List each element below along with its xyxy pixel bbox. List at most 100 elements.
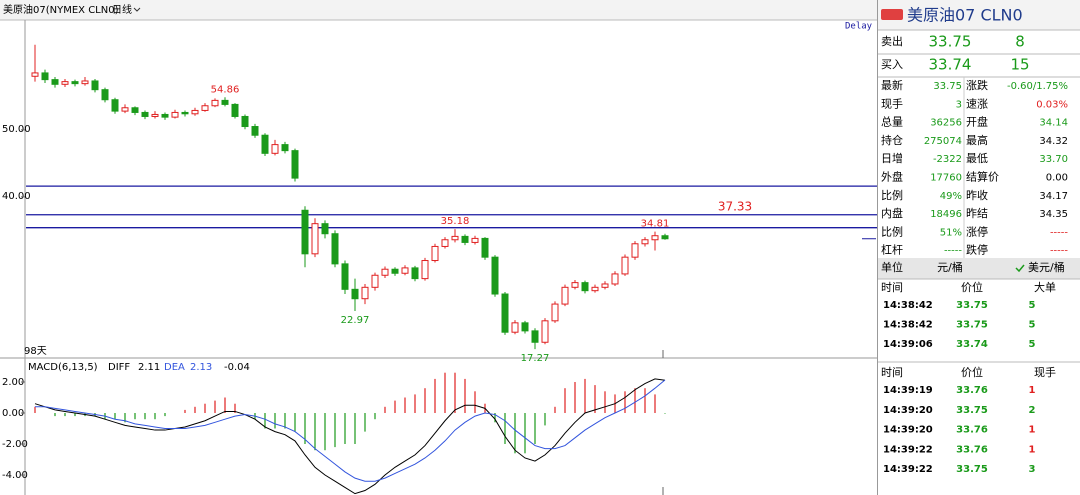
candle-body [511,322,519,333]
y-tick-label: -2.00 [2,439,28,450]
stat-label: 比例 [881,188,903,202]
stat-value: 0.00 [1046,173,1068,184]
bar-count: 98天 [24,346,47,357]
stat-label: 跌停 [966,243,988,257]
panel-title: 美原油07 CLN0 [907,6,1023,25]
trade-volume: 5 [1029,320,1036,331]
candle-body [591,286,599,292]
stat-label: 昨结 [966,207,988,220]
stat-label: 总量 [881,115,903,129]
candle-body [531,330,539,343]
panel-header [878,0,1080,30]
stat-label: 昨收 [966,188,988,202]
stat-value: 17760 [930,173,962,184]
candle-body [131,107,139,113]
unit-check [1015,264,1025,273]
candle-body [551,303,559,322]
candle-body [311,223,319,255]
candle-body [631,243,639,258]
extreme-label: 54.86 [211,84,240,95]
macd-line [35,379,666,482]
stat-label: 开盘 [966,115,988,129]
candle-body [491,256,499,295]
trade-volume: 1 [1029,444,1036,455]
candle-body [61,81,69,85]
stat-value: 34.17 [1039,191,1068,202]
candle-body [561,286,569,305]
candle-body [461,235,469,243]
candle-body [641,239,649,245]
candle-body [421,260,429,280]
candle-body [391,268,399,274]
legend-value: 2.13 [190,362,212,373]
candle-body [161,113,169,118]
trade-volume: 5 [1029,339,1036,350]
candle-body [31,72,39,77]
unit-option[interactable]: 美元/桶 [1028,260,1065,274]
trade-time: 14:39:19 [883,385,933,396]
table-header: 大单 [1034,280,1056,294]
table-header: 时间 [881,281,903,294]
candle-body [141,111,149,117]
table-header: 价位 [961,365,983,379]
stat-value: ----- [944,246,962,257]
stat-value: 34.35 [1039,209,1068,220]
candle-body [251,126,259,136]
trade-price: 33.75 [956,320,988,331]
quote-label: 卖出 [881,34,903,48]
stat-value: ----- [1050,246,1068,257]
stat-label: 涨跌 [966,78,988,92]
candle-body [221,99,229,105]
table-header: 价位 [961,280,983,294]
candle-body [351,288,359,300]
quote-label: 买入 [881,58,903,71]
trade-time: 14:38:42 [883,320,933,331]
period-chevron[interactable] [133,7,141,12]
candle-body [521,322,529,332]
indicator-title: MACD(6,13,5) [28,362,98,373]
extreme-label: 35.18 [441,216,470,227]
candle-body [581,282,589,292]
candle-body [121,107,129,112]
delay-label: Delay [845,22,873,32]
extreme-label: 17.27 [521,353,550,364]
candle-body [331,233,339,265]
candle-body [341,263,349,290]
trade-time: 14:39:06 [883,339,933,350]
stat-value: 51% [940,227,962,238]
period-selector[interactable]: 日线 [112,3,132,16]
trade-time: 14:39:20 [883,405,933,416]
trade-price: 33.76 [956,444,988,455]
y-tick-label: -4.00 [2,470,28,481]
stat-value: 3 [956,99,962,110]
candle-body [431,245,439,262]
candle-body [611,273,619,285]
line-label: 37.33 [718,199,752,213]
candle-body [371,274,379,288]
stat-value: 18496 [930,209,962,220]
legend-name: DEA [164,362,185,373]
unit-option[interactable]: 元/桶 [937,260,963,274]
candle-body [361,286,369,300]
candle-body [111,99,119,112]
stat-label: 速涨 [966,97,988,110]
quote-volume: 8 [1015,33,1025,51]
stat-value: ----- [1050,227,1068,238]
candle-body [321,223,329,235]
candle-body [401,267,409,274]
toolbar [0,0,878,20]
candle-body [451,235,459,241]
units-label: 单位 [881,260,903,274]
stat-label: 持仓 [881,133,903,147]
trade-price: 33.75 [956,405,988,416]
stat-label: 结算价 [966,170,999,184]
candle-body [381,268,389,276]
stat-label: 涨停 [966,224,988,238]
y-tick-label: 2.00 [2,377,24,388]
stat-value: 49% [940,191,962,202]
stat-label: 外盘 [881,170,903,184]
candle-body [441,239,449,247]
stat-value: 275074 [924,136,962,147]
chart-title: 美原油07(NYMEX CLN0) [3,3,119,16]
